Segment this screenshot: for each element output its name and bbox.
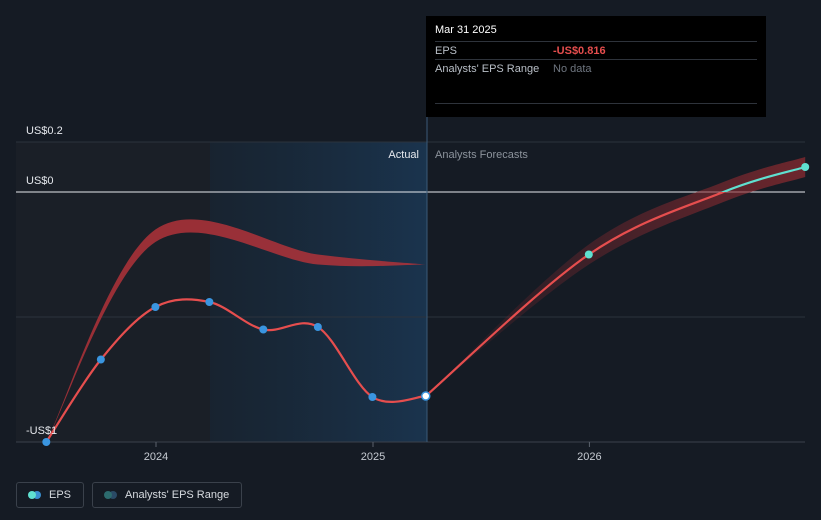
legend-range-label: Analysts' EPS Range [125,489,230,501]
tooltip-divider [435,103,757,104]
legend-eps-swatch [28,491,42,499]
actual-label: Actual [388,149,419,161]
forecast-label: Analysts Forecasts [435,149,528,161]
x-tick-label: 2025 [361,451,385,463]
legend-eps-dot-2 [33,491,41,499]
tooltip-date: Mar 31 2025 [435,24,497,36]
eps-point[interactable] [151,303,160,311]
legend-range-dot-2 [109,491,118,499]
eps-point[interactable] [368,393,377,401]
legend-eps[interactable]: EPS [16,482,85,508]
y-tick-label: -US$1 [26,425,57,437]
eps-point[interactable] [42,438,51,446]
y-tick-label: US$0 [26,175,54,187]
legend-range-dot-1 [104,491,113,499]
eps-forecast-line [425,192,727,397]
eps-point[interactable] [421,391,431,401]
tooltip-row-eps: EPS -US$0.816 [435,41,757,59]
eps-forecast-positive-line [720,165,806,192]
y-tick-label: US$0.2 [26,125,63,137]
legend-range-swatch [104,491,118,499]
tooltip-eps-value: -US$0.816 [553,44,606,57]
legend: EPS Analysts' EPS Range [16,482,243,508]
forecast-range-band [425,157,806,396]
legend-eps-label: EPS [49,489,72,501]
legend-eps-range[interactable]: Analysts' EPS Range [92,482,243,508]
tooltip-range-value: No data [553,62,592,75]
eps-forecast-end-point[interactable] [801,163,810,171]
tooltip-range-label: Analysts' EPS Range [435,62,540,75]
tooltip-row-range: Analysts' EPS Range No data [435,59,757,77]
eps-forecast-point[interactable] [584,250,593,259]
tooltip-eps-label: EPS [435,44,458,57]
eps-point[interactable] [313,323,322,331]
x-tick-label: 2024 [144,451,168,463]
actual-region [210,142,427,442]
eps-point[interactable] [205,298,214,306]
legend-eps-dot-1 [28,491,36,499]
eps-point[interactable] [259,325,268,334]
x-tick-label: 2026 [577,451,601,463]
tooltip: Mar 31 2025 EPS -US$0.816 Analysts' EPS … [426,16,766,117]
eps-point[interactable] [96,355,105,364]
